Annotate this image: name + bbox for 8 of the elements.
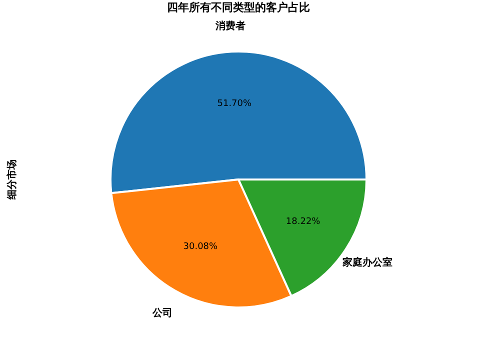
data-label: 51.70% xyxy=(217,98,252,109)
slice-label: 消费者 xyxy=(214,20,246,32)
data-label: 30.08% xyxy=(183,242,218,252)
slice-label: 家庭办公室 xyxy=(342,256,393,269)
slice-label: 公司 xyxy=(151,306,172,319)
text: 细分市场 xyxy=(6,160,18,200)
chart-title: 四年所有不同类型的客户占比 xyxy=(167,1,310,14)
data-label: 18.22% xyxy=(286,217,321,228)
